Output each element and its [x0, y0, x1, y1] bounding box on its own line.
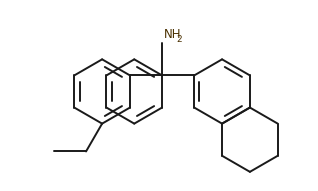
Text: NH: NH — [164, 28, 182, 41]
Text: 2: 2 — [176, 35, 182, 44]
